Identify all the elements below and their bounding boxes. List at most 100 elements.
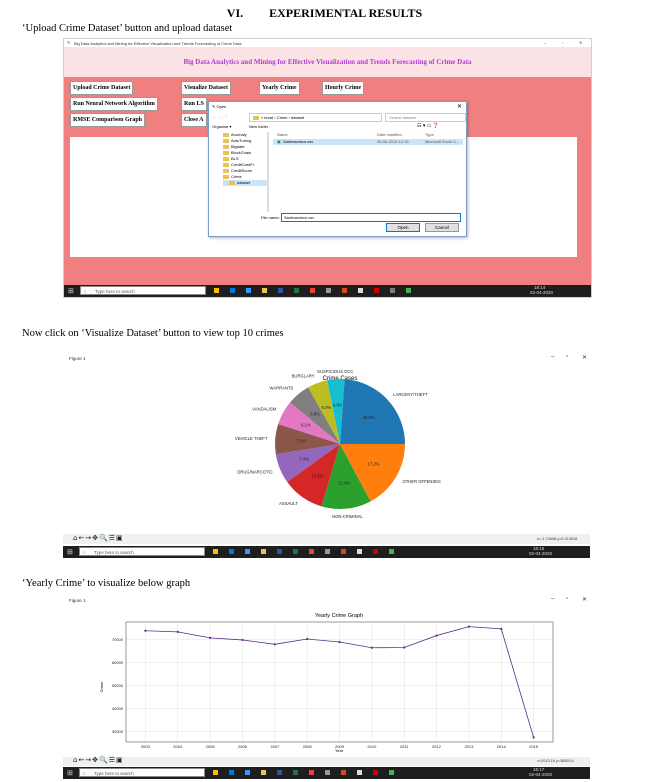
pie-category-label: VEHICLE THEFT [235,436,268,441]
y-tick-label: 70000 [112,637,124,642]
matplotlib-toolbar: ⌂←→✥🔍☰▣ x=-1.70608 y=0.214018 [63,534,590,544]
data-point-2009 [338,640,341,644]
cancel-button[interactable]: Cancel [425,223,459,232]
data-point-2014 [500,627,503,630]
pie-figure-window: Figure 1 – ▫ ✕ Crime Cases 23.9% LARCENY/… [63,352,590,562]
y-tick-label: 60000 [112,660,124,665]
x-tick-label: 2011 [400,744,409,749]
visualize-dataset-button[interactable]: Visualize Dataset [181,81,231,95]
yearly-crime-button[interactable]: Yearly Crime [259,81,300,95]
pie-chart-title: Crime Cases [323,376,358,382]
pie-category-label: NON-CRIMINAL [332,514,363,519]
minimize-icon[interactable]: – [551,596,555,602]
app-heading: Big Data Analytics and Mining for Effect… [64,47,591,77]
sidebar-folder[interactable]: CreditScore [223,168,267,174]
taskbar-search-input[interactable]: ○ Type here to search [80,286,206,295]
pie-category-label: VANDALISM [252,406,276,411]
column-name[interactable]: Name [277,132,288,137]
rmse-comparison-button[interactable]: RMSE Comparison Graph [70,113,146,127]
pie-category-label: DRUG/NARCOTIC [237,469,272,474]
file-name-input[interactable]: Sanfrancisco.csv [281,213,461,222]
close-icon[interactable]: ✕ [579,40,583,45]
sidebar-scrollbar[interactable] [267,132,269,212]
toolbar-icons[interactable]: ⌂←→✥🔍☰▣ [73,756,124,764]
pie-category-label: LARCENY/THEFT [393,392,428,397]
sidebar-folder[interactable]: Crime [223,174,267,180]
view-options-icon[interactable]: ☷ ▾ ▭ ❓ [417,123,440,129]
nav-arrows-icon[interactable]: ← → ↑ [212,114,228,120]
sidebar-folder[interactable]: CreditCardFr [223,162,267,168]
pie-pct-label: 7.5% [296,439,306,444]
pie-slice-non-criminal [321,444,371,509]
data-point-2005 [209,636,212,639]
organise-menu[interactable]: Organise ▾ [212,124,232,129]
taskbar-date: 02-04-2020 [530,290,554,295]
dialog-close-icon[interactable]: ✕ [457,104,463,110]
cursor-coordinates: x=-1.70608 y=0.214018 [537,537,578,541]
upload-crime-dataset-button[interactable]: Upload Crime Dataset [70,81,134,95]
pie-category-label: ASSAULT [279,501,298,506]
dialog-search-input[interactable]: Search dataset [385,113,466,122]
x-tick-label: 2007 [270,744,280,749]
taskbar: ⊞ ○ Type here to search 18:14 02-04-2020 [64,285,591,297]
taskbar-app-icons[interactable] [213,549,453,555]
sidebar-folder[interactable]: Anomaly [223,132,267,138]
minimize-icon[interactable]: – [544,40,547,45]
column-type[interactable]: Type [425,132,434,137]
feather-icon: ✎ [67,40,71,45]
close-icon[interactable]: ✕ [582,355,588,361]
maximize-icon[interactable]: ▫ [562,40,564,45]
x-axis-label: Year [335,748,344,753]
windows-start-icon[interactable]: ⊞ [68,288,74,295]
taskbar-search-text: Type here to search [94,550,134,555]
pie-pct-label: 10.5% [312,473,324,478]
sidebar-folder[interactable]: BLS [223,156,267,162]
pie-pct-label: 6.1% [301,423,311,428]
data-point-2006 [241,638,244,642]
taskbar-app-icons[interactable] [214,288,454,294]
matplotlib-toolbar: ⌂←→✥🔍☰▣ x=2013.16 y=36593.4 [63,756,590,766]
new-folder-button[interactable]: New folder [249,124,269,129]
data-point-2010 [370,646,373,649]
sidebar-folder[interactable]: AutoTuning [223,138,267,144]
windows-start-icon[interactable]: ⊞ [67,549,73,556]
taskbar-search-input[interactable]: ○ Type here to search [79,768,205,777]
maximize-icon[interactable]: ▫ [566,596,569,602]
pie-slice-drug-narcotic [275,444,340,483]
pie-slice-warrants [290,387,340,444]
taskbar-app-icons[interactable] [213,770,453,776]
x-tick-label: 2004 [173,744,183,749]
close-icon[interactable]: ✕ [582,597,588,603]
data-point-2012 [435,634,438,637]
pie-slice-larceny-theft [340,379,405,444]
pie-slice-other-offenses [340,444,405,502]
x-tick-label: 2009 [335,744,345,749]
close-application-button[interactable]: Close A [181,113,207,127]
y-axis-label: Crime [99,681,104,692]
y-tick-label: 50000 [112,683,124,688]
run-lstm-button[interactable]: Run LS [181,97,207,111]
x-tick-label: 2010 [367,744,377,749]
minimize-icon[interactable]: – [551,354,555,360]
column-date[interactable]: Date modified [377,132,402,137]
file-row[interactable]: ▣ Sanfrancisco.csv 30-06-2015 12:15 Micr… [273,139,463,145]
pie-chart: Crime Cases 23.9% LARCENY/THEFT 4.3% SUSPIC… [235,369,441,519]
app-window: ✎ Big Data Analytics and Mining for Effe… [63,38,592,298]
sidebar-folder[interactable]: Bigdate [223,144,267,150]
hourly-crime-button[interactable]: Hourly Crime [322,81,365,95]
file-name-label: File name: [261,215,280,220]
x-tick-label: 2012 [432,744,442,749]
taskbar-search-text: Type here to search [94,771,134,776]
sidebar-folder-selected[interactable]: dataset [223,180,267,186]
open-button[interactable]: Open [386,223,420,232]
figure-title: Figure 1 [69,356,86,361]
pie-slice-suspicious-occ [327,379,345,444]
maximize-icon[interactable]: ▫ [566,354,569,360]
pie-pct-label: 4.3% [333,403,343,408]
windows-start-icon[interactable]: ⊞ [67,770,73,777]
sidebar-folder[interactable]: BlockChain [223,150,267,156]
address-bar[interactable]: « kreat › Crime › dataset [249,113,382,122]
run-neural-network-button[interactable]: Run Neural Network Algorithm [70,97,158,111]
toolbar-icons[interactable]: ⌂←→✥🔍☰▣ [73,534,124,542]
taskbar-search-input[interactable]: ○ Type here to search [79,547,205,556]
